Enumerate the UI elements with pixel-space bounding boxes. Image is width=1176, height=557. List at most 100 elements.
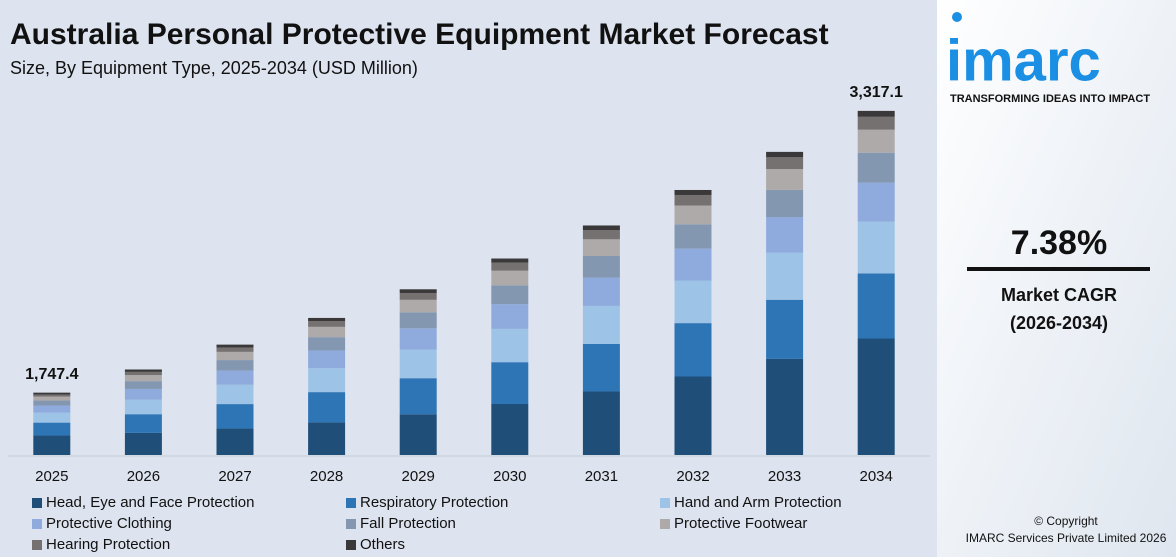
bar-segment [216,370,254,385]
bar-segment [124,388,162,400]
bar-segment [491,328,529,363]
bar-segment [124,381,162,389]
legend-swatch [32,519,42,529]
legend-label: Protective Footwear [674,515,807,532]
bar-segment [766,151,804,158]
sidebar-background [937,0,1176,557]
bar-segment [33,435,71,455]
bar-segment [491,258,529,263]
cagr-period: (2026-2034) [1010,313,1108,333]
bar-segment [582,305,620,344]
chart-subtitle: Size, By Equipment Type, 2025-2034 (USD … [10,58,418,78]
legend-label: Protective Clothing [46,515,172,532]
chart-title: Australia Personal Protective Equipment … [10,18,829,51]
bar-segment [399,349,437,379]
bar-segment [857,273,895,339]
bar-segment [766,157,804,170]
x-tick-label: 2033 [768,468,801,485]
bar-segment [582,230,620,240]
bar-segment [308,350,346,369]
bar-segment [857,182,895,222]
bar-segment [308,321,346,327]
copyright: © Copyright [1034,514,1098,528]
bar-segment [674,194,712,206]
x-tick-label: 2027 [218,468,251,485]
legend-swatch [660,519,670,529]
bar-segment [857,221,895,274]
x-tick-label: 2034 [860,468,893,485]
company: IMARC Services Private Limited 2026 [966,531,1167,545]
x-tick-label: 2029 [402,468,435,485]
bar-segment [124,369,162,372]
bar-segment [216,428,254,455]
legend-swatch [32,498,42,508]
bar-segment [674,205,712,225]
bar-segment [308,337,346,351]
bar-segment [216,347,254,352]
bar-segment [216,360,254,371]
bar-segment [399,378,437,415]
bar-segment [216,404,254,429]
bar-segment [674,248,712,281]
logo: imarc [946,28,1101,93]
bar-segment [857,129,895,153]
bar-segment [766,189,804,218]
bar-segment [582,239,620,256]
bar-segment [766,217,804,253]
bar-segment [857,152,895,183]
cagr-label: Market CAGR [1001,285,1117,305]
bar-segment [216,384,254,405]
bar-segment [582,277,620,306]
legend-label: Head, Eye and Face Protection [46,494,254,511]
bar-segment [674,323,712,377]
bar-segment [582,343,620,392]
bar-segment [857,338,895,455]
legend-label: Hand and Arm Protection [674,494,842,511]
bar-segment [491,262,529,271]
bar-segment [491,285,529,305]
legend-swatch [346,540,356,550]
total-label: 1,747.4 [25,366,78,383]
bar-segment [674,376,712,455]
x-tick-label: 2030 [493,468,526,485]
x-tick-label: 2032 [676,468,709,485]
cagr-value: 7.38% [1011,224,1107,262]
bar-segment [308,326,346,338]
legend-label: Others [360,536,405,553]
bar-segment [33,405,71,413]
bar-segment [674,189,712,195]
legend-swatch [346,519,356,529]
bar-segment [216,344,254,348]
bar-segment [124,432,162,455]
bar-segment [33,412,71,423]
legend-label: Fall Protection [360,515,456,532]
bar-segment [399,289,437,293]
bar-segment [399,292,437,300]
x-tick-label: 2026 [127,468,160,485]
bar-segment [308,392,346,423]
bar-segment [399,328,437,350]
bar-segment [766,299,804,359]
bar-segment [491,270,529,286]
legend-swatch [660,498,670,508]
bar-segment [491,304,529,329]
bar-segment [491,362,529,405]
bar-segment [124,371,162,376]
bar-segment [216,351,254,361]
bar-segment [124,375,162,382]
bar-segment [674,224,712,249]
tagline: TRANSFORMING IDEAS INTO IMPACT [950,93,1150,105]
x-tick-label: 2025 [35,468,68,485]
bar-segment [491,404,529,455]
bar-segment [766,358,804,455]
bar-segment [33,400,71,406]
bar-segment [33,394,71,397]
bar-segment [582,225,620,231]
bar-segment [857,116,895,130]
x-tick-label: 2031 [585,468,618,485]
logo-dot [952,12,962,22]
bar-segment [124,414,162,433]
bar-segment [674,280,712,324]
total-label: 3,317.1 [850,84,903,101]
